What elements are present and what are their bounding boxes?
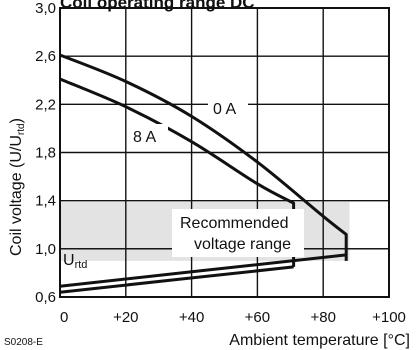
series-line-0: [59, 53, 348, 261]
series-line-3: [59, 265, 294, 294]
x-tick-label-1: +20: [113, 309, 138, 326]
band-label-bg: [172, 209, 304, 257]
chart-title: Coil operating range DC: [60, 0, 255, 12]
y-tick-label-6: 3,0: [35, 0, 56, 17]
y-tick-label-3: 1,8: [35, 145, 56, 162]
label-bg-0a: [208, 96, 248, 118]
figure-code: S0208-E: [4, 337, 43, 348]
series-line-2: [59, 253, 347, 288]
x-tick-label-0: 0: [60, 309, 68, 326]
y-tick-label-2: 1,4: [35, 193, 56, 210]
y-tick-label-5: 2,6: [35, 48, 56, 65]
urtd-label: Urtd: [63, 252, 87, 271]
y-axis-label-sub: rtd: [16, 123, 27, 135]
curve-label-8a: 8 A: [133, 129, 156, 146]
y-tick-label-4: 2,2: [35, 96, 56, 113]
urtd-label-sub: rtd: [75, 259, 88, 271]
y-tick-label-1: 1,0: [35, 241, 56, 258]
curve-label-0a: 0 A: [213, 101, 236, 118]
label-bg-8a: [128, 124, 168, 146]
band-label-line1: Recommended: [180, 215, 289, 232]
y-tick-label-0: 0,6: [35, 289, 56, 306]
urtd-label-main: U: [63, 252, 75, 269]
x-axis-label: Ambient temperature [°C]: [229, 332, 410, 349]
x-tick-label-2: +40: [179, 309, 204, 326]
x-tick-label-5: +100: [372, 309, 406, 326]
x-tick-label-4: +80: [310, 309, 335, 326]
plot-frame: [59, 7, 390, 298]
y-axis-label-close: ): [8, 118, 25, 123]
series-layer: [59, 53, 348, 294]
x-tick-label-3: +60: [245, 309, 270, 326]
band-label-line2: voltage range: [194, 236, 291, 253]
y-axis-label-main: Coil voltage (U/U: [8, 135, 25, 256]
tick-labels: 0 +20 +40 +60 +80 +100 0,6 1,0 1,4 1,8 2,2 2,6 3,0: [35, 0, 406, 326]
series-line-1: [59, 77, 296, 267]
y-axis-label: Coil voltage (U/Urtd): [8, 118, 27, 256]
